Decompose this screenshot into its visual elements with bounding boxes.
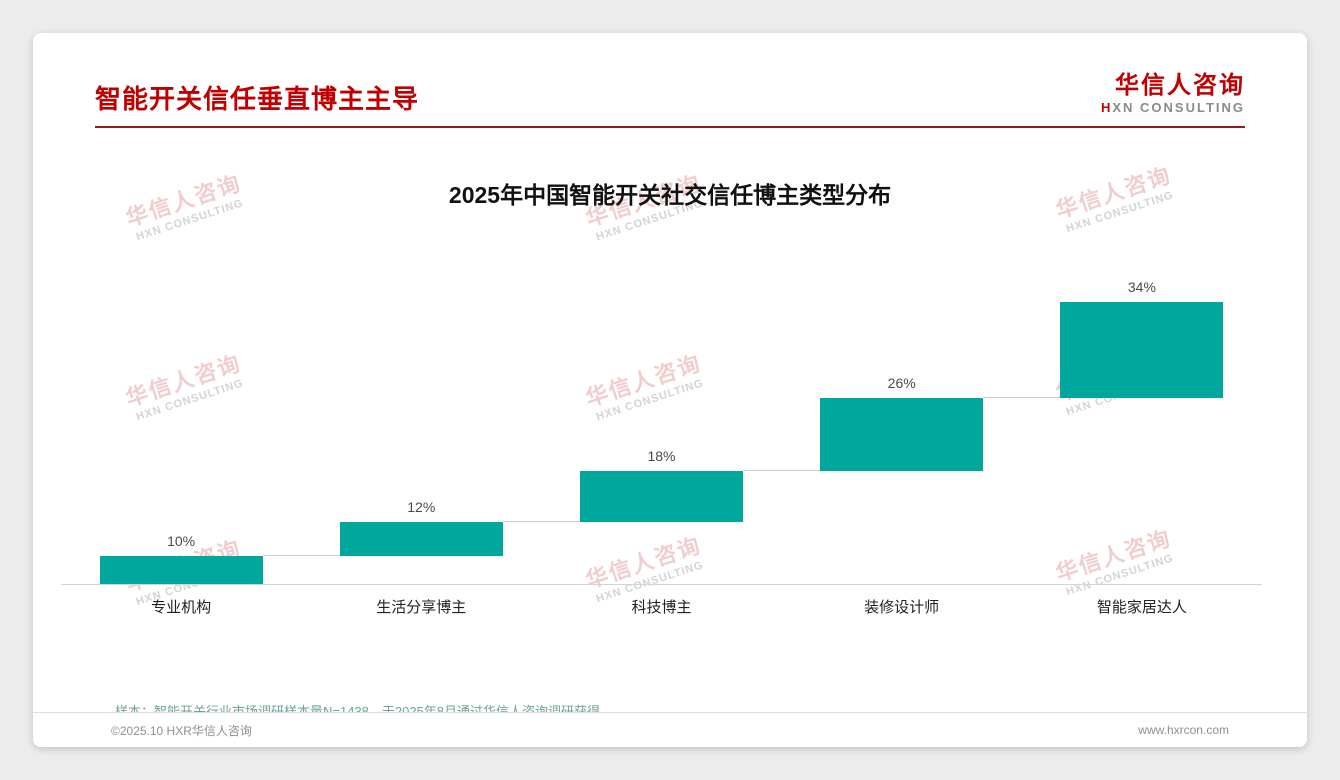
chart-bar: [340, 521, 503, 556]
value-label: 10%: [167, 532, 196, 549]
logo-name: 华信人咨询: [1115, 72, 1245, 99]
category-label: 生活分享博主: [376, 598, 467, 616]
header-divider: [95, 125, 1245, 128]
chart-bar: [1060, 301, 1223, 398]
category-label: 智能家居达人: [1096, 598, 1187, 616]
report-content: 智能开关信任垂直博主主导 华信人咨询 HXN CONSULTING 2025年中…: [33, 33, 1307, 747]
page-title: 智能开关信任垂直博主主导: [95, 83, 420, 114]
category-label: 专业机构: [151, 598, 212, 616]
logo: 华信人咨询 HXN CONSULTING: [1100, 72, 1245, 116]
chart-title: 2025年中国智能开关社交信任博主类型分布: [448, 181, 892, 208]
connector-line: [263, 554, 340, 556]
connector-line: [503, 520, 580, 522]
value-label: 34%: [1127, 278, 1156, 295]
report-card: 华信人咨询 HXN CONSULTING 华信人咨询 HXN CONSULTING 华信…: [33, 33, 1307, 747]
footer: ©2025.10 HXR华信人咨询 www.hxrcon.com: [33, 712, 1307, 747]
chart-bar: [100, 555, 263, 584]
header: 智能开关信任垂直博主主导 华信人咨询 HXN CONSULTING: [33, 33, 1307, 116]
waterfall-chart: 10% 专业机构 12% 生活分享博主 18% 科技博主 26% 装修设计师 34% 智能家居达人: [61, 279, 1262, 616]
value-label: 12%: [407, 498, 436, 515]
footer-website: www.hxrcon.com: [1138, 723, 1229, 737]
value-label: 26%: [887, 374, 916, 391]
chart-bar: [580, 470, 743, 522]
connector-line: [983, 396, 1060, 398]
footer-copyright: ©2025.10 HXR华信人咨询: [111, 723, 252, 738]
category-label: 科技博主: [631, 598, 692, 616]
connector-line: [743, 469, 820, 471]
category-label: 装修设计师: [864, 598, 940, 616]
chart-bar: [820, 397, 983, 471]
value-label: 18%: [647, 447, 676, 464]
logo-subtitle: HXN CONSULTING: [1100, 100, 1245, 116]
